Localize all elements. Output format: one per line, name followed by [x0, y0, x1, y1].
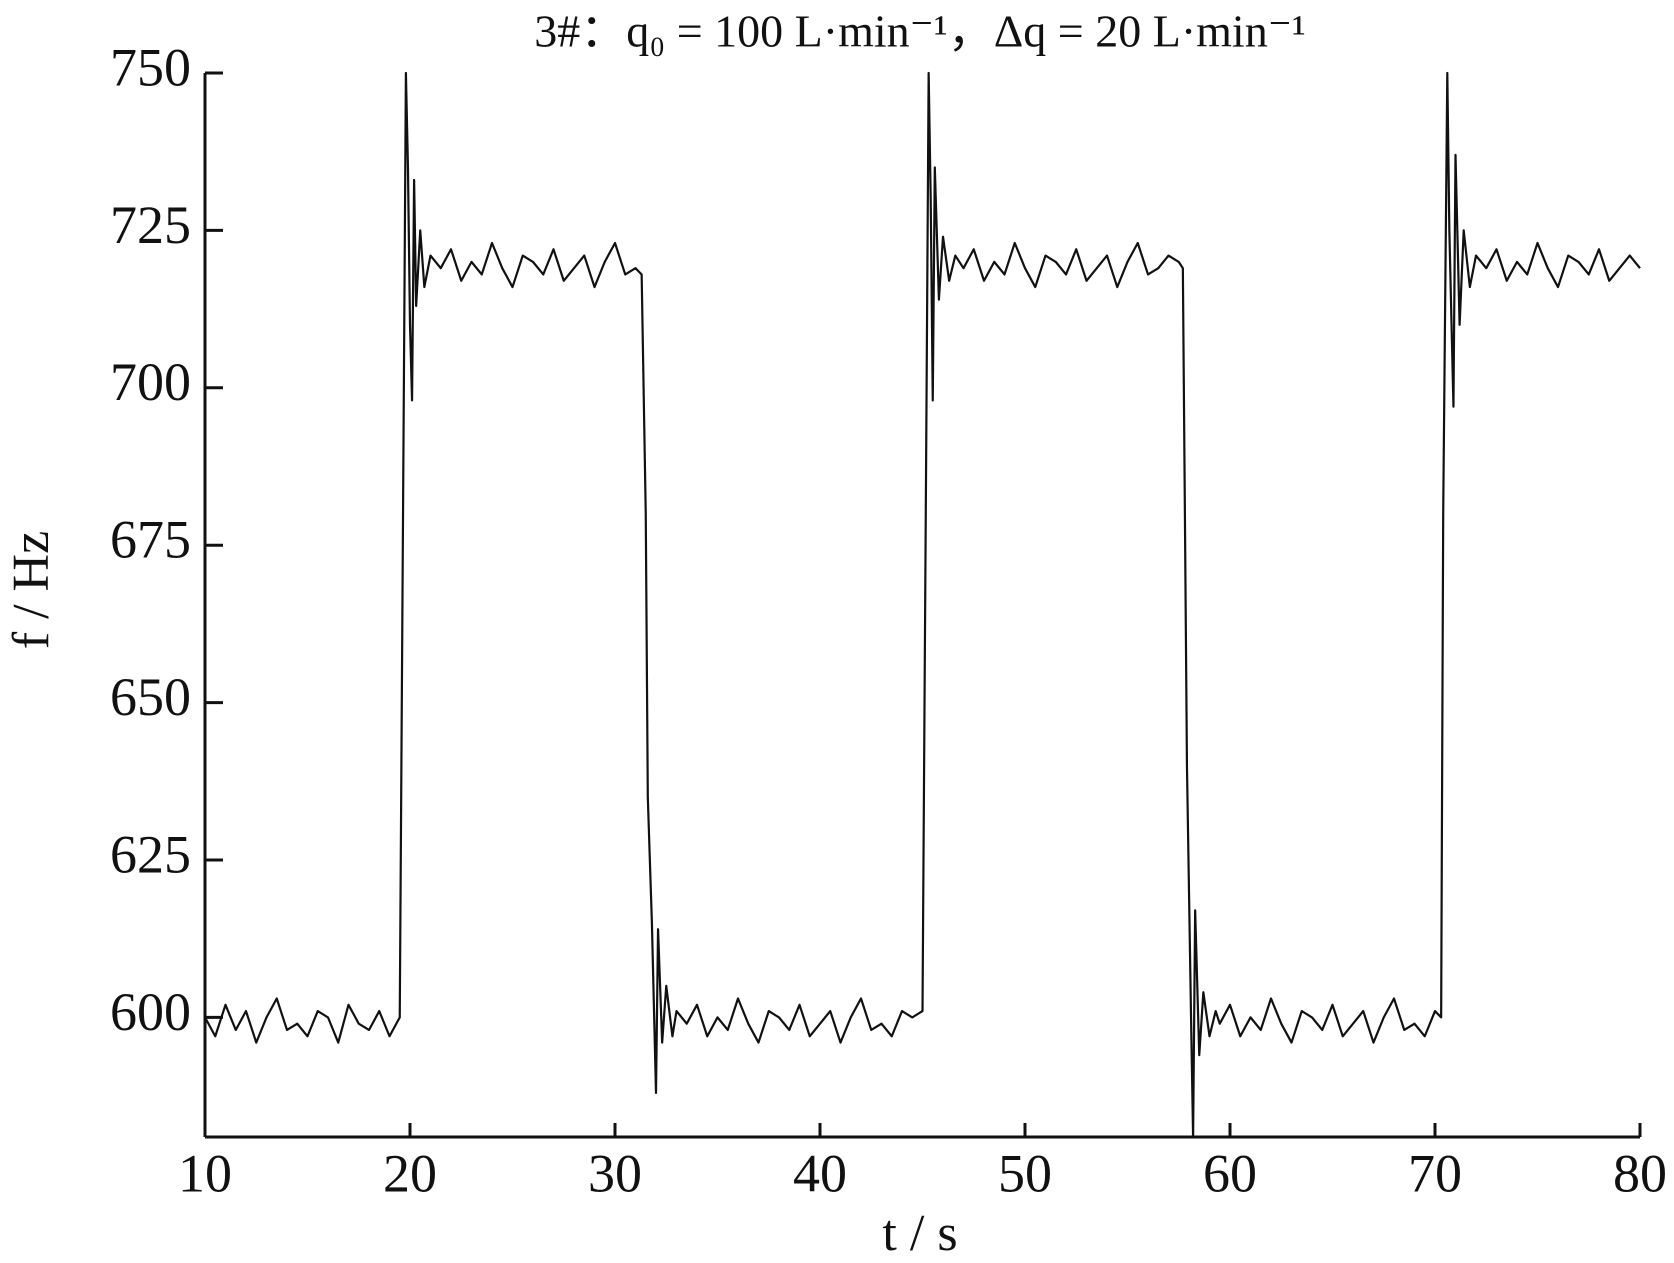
data-line: [204, 71, 1641, 1139]
y-tick-label: 600: [110, 982, 191, 1042]
x-tick-label: 50: [998, 1143, 1052, 1203]
x-tick-label: 10: [178, 1143, 232, 1203]
y-tick-label: 675: [110, 510, 191, 570]
y-axis-label: f / Hz: [3, 531, 60, 649]
y-tick-label: 750: [110, 37, 191, 97]
x-tick-label: 60: [1203, 1143, 1257, 1203]
x-tick-label: 20: [383, 1143, 437, 1203]
x-tick-label: 80: [1613, 1143, 1667, 1203]
x-tick-label: 30: [588, 1143, 642, 1203]
y-tick-label: 700: [110, 352, 191, 412]
x-axis-label: t / s: [882, 1205, 957, 1262]
y-tick-label: 625: [110, 824, 191, 884]
y-tick-label: 725: [110, 195, 191, 255]
x-tick-label: 40: [793, 1143, 847, 1203]
y-tick-label: 650: [110, 667, 191, 727]
x-tick-label: 70: [1408, 1143, 1462, 1203]
chart-title: 3#：q₀ = 100 L·min⁻¹，Δq = 20 L·min⁻¹: [534, 6, 1306, 57]
